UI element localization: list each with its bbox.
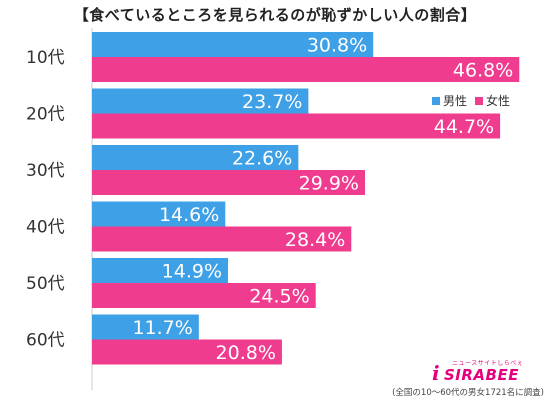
data-label-male: 30.8% xyxy=(307,35,367,57)
data-label-male: 14.6% xyxy=(159,204,219,226)
chart-title: 【食べているところを見られるのが恥ずかしい人の割合】 xyxy=(73,6,477,24)
legend: 男性 女性 xyxy=(432,92,510,109)
logo-mark-icon: i xyxy=(432,361,440,385)
logo-subtext: ニュースサイトしらべぇ xyxy=(452,360,524,367)
data-label-female: 20.8% xyxy=(216,342,276,364)
category-label: 10代 xyxy=(26,48,65,68)
legend-swatch-female xyxy=(475,96,484,105)
legend-swatch-male xyxy=(432,96,440,105)
data-label-female: 28.4% xyxy=(285,229,345,251)
footnote: (全国の10～60代の男女1721名に調査) xyxy=(392,388,544,398)
bar-male xyxy=(92,258,229,283)
legend-label-male: 男性 xyxy=(443,94,468,108)
bar-female xyxy=(92,170,365,195)
logo-text: SIRABEE xyxy=(444,366,519,384)
data-label-male: 11.7% xyxy=(132,317,192,339)
category-label: 60代 xyxy=(26,331,65,351)
category-label: 50代 xyxy=(26,274,65,294)
sirabee-logo: i ニュースサイトしらべぇ SIRABEE xyxy=(430,358,538,385)
data-label-male: 22.6% xyxy=(232,148,292,170)
bar-male xyxy=(92,32,374,57)
data-label-male: 14.9% xyxy=(162,261,222,283)
bar-female xyxy=(92,113,501,139)
data-label-female: 44.7% xyxy=(434,116,494,138)
bar-male xyxy=(92,201,226,227)
category-label: 40代 xyxy=(26,218,65,238)
data-label-male: 23.7% xyxy=(242,91,302,113)
legend-item-male: 男性 xyxy=(432,92,467,109)
bar-female xyxy=(92,226,352,252)
bar-female xyxy=(92,283,316,308)
bar-female xyxy=(92,339,282,365)
bar-male xyxy=(92,314,199,340)
legend-item-female: 女性 xyxy=(475,92,510,109)
category-label: 30代 xyxy=(26,161,65,181)
category-label: 20代 xyxy=(26,105,65,125)
data-label-female: 29.9% xyxy=(299,173,359,195)
bar-male xyxy=(92,88,309,114)
legend-label-female: 女性 xyxy=(486,94,511,108)
bar-female xyxy=(92,57,520,82)
data-label-female: 46.8% xyxy=(453,60,513,82)
bar-male xyxy=(92,145,299,170)
data-label-female: 24.5% xyxy=(249,286,309,308)
